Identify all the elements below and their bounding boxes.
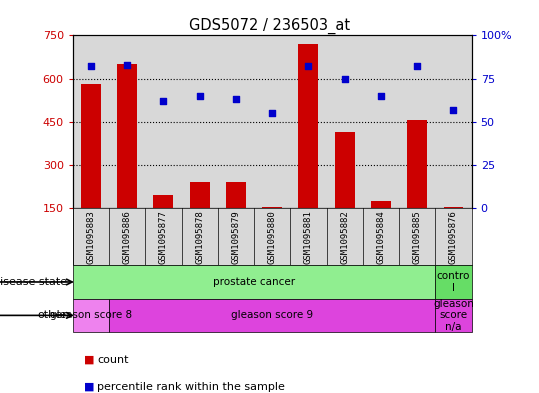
Bar <box>262 207 282 208</box>
Text: ■: ■ <box>84 354 94 365</box>
Point <box>195 93 204 99</box>
Text: contro
l: contro l <box>437 271 470 293</box>
Text: gleason score 8: gleason score 8 <box>50 310 132 320</box>
Text: ■: ■ <box>84 382 94 392</box>
Point <box>413 63 421 70</box>
Bar <box>109 299 436 332</box>
Bar <box>299 44 319 208</box>
Point <box>268 110 277 116</box>
Point <box>341 75 349 82</box>
Text: GSM1095881: GSM1095881 <box>304 210 313 264</box>
Bar <box>226 182 246 208</box>
Text: GSM1095884: GSM1095884 <box>376 210 385 264</box>
Text: GSM1095882: GSM1095882 <box>340 210 349 264</box>
Bar <box>117 64 137 208</box>
Text: GSM1095879: GSM1095879 <box>231 210 240 264</box>
Bar <box>407 120 427 208</box>
Point <box>87 63 95 70</box>
Bar <box>444 207 464 208</box>
Text: GSM1095885: GSM1095885 <box>413 210 421 264</box>
Point <box>377 93 385 99</box>
Text: gleason
score
n/a: gleason score n/a <box>433 299 474 332</box>
Bar <box>190 182 210 208</box>
Point <box>123 62 132 68</box>
Text: gleason score 9: gleason score 9 <box>231 310 313 320</box>
Bar <box>335 132 355 208</box>
Bar <box>154 195 174 208</box>
Text: GSM1095880: GSM1095880 <box>268 210 277 264</box>
Bar <box>436 265 472 299</box>
Text: count: count <box>97 354 128 365</box>
Bar <box>81 84 101 208</box>
Text: prostate cancer: prostate cancer <box>213 277 295 287</box>
Point <box>232 96 240 103</box>
Point <box>449 107 458 113</box>
Point <box>159 98 168 104</box>
Text: GSM1095876: GSM1095876 <box>449 210 458 264</box>
Bar <box>73 299 109 332</box>
Text: GSM1095883: GSM1095883 <box>86 210 95 264</box>
Text: percentile rank within the sample: percentile rank within the sample <box>97 382 285 392</box>
Bar <box>436 299 472 332</box>
Bar <box>371 201 391 208</box>
Text: disease state: disease state <box>0 277 67 287</box>
Point <box>304 63 313 70</box>
Text: GSM1095877: GSM1095877 <box>159 210 168 264</box>
Text: GSM1095886: GSM1095886 <box>123 210 132 264</box>
Text: GSM1095878: GSM1095878 <box>195 210 204 264</box>
Text: other: other <box>38 310 67 320</box>
Text: GDS5072 / 236503_at: GDS5072 / 236503_at <box>189 18 350 34</box>
